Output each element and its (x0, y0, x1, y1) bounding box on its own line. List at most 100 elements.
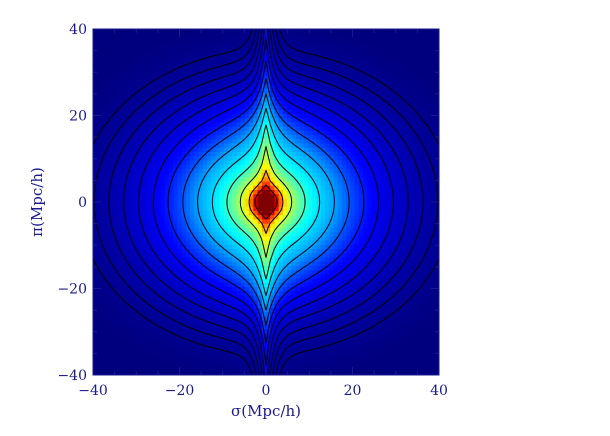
heatmap-cell (143, 227, 149, 233)
heatmap-cell (341, 256, 347, 262)
heatmap-cell (135, 164, 141, 169)
heatmap-cell (430, 142, 436, 148)
heatmap-cell (168, 202, 174, 207)
heatmap-cell (401, 286, 406, 292)
heatmap-cell (325, 362, 330, 368)
heatmap-cell (143, 349, 149, 355)
heatmap-cell (270, 235, 276, 241)
heatmap-cell (299, 214, 305, 220)
heatmap-cell (164, 303, 170, 309)
heatmap-cell (363, 214, 368, 220)
heatmap-cell (244, 341, 250, 347)
heatmap-cell (244, 244, 250, 250)
heatmap-cell (190, 185, 195, 190)
heatmap-cell (367, 130, 373, 136)
heatmap-cell (152, 134, 157, 140)
heatmap-cell (417, 273, 423, 279)
heatmap-cell (375, 341, 381, 347)
heatmap-cell (303, 366, 309, 372)
heatmap-cell (160, 130, 166, 136)
heatmap-cell (97, 117, 103, 123)
heatmap-cell (358, 164, 364, 169)
heatmap-cell (409, 320, 415, 325)
heatmap-cell (122, 286, 128, 292)
heatmap-cell (101, 151, 107, 157)
heatmap-cell (396, 256, 402, 262)
heatmap-cell (130, 117, 136, 123)
heatmap-cell (312, 185, 318, 190)
heatmap-cell (413, 147, 419, 152)
heatmap-cell (396, 155, 402, 161)
heatmap-cell (388, 193, 394, 199)
heatmap-cell (422, 239, 427, 245)
heatmap-cell (388, 223, 394, 228)
heatmap-cell (232, 320, 238, 325)
heatmap-cell (270, 117, 276, 123)
heatmap-cell (177, 193, 183, 199)
heatmap-cell (367, 197, 373, 203)
heatmap-cell (434, 332, 439, 338)
heatmap-cell (358, 256, 364, 262)
heatmap-cell (181, 353, 187, 359)
heatmap-cell (156, 248, 162, 254)
heatmap-cell (152, 256, 157, 262)
heatmap-cell (236, 353, 242, 359)
heatmap-cell (337, 142, 343, 148)
heatmap-cell (244, 185, 250, 190)
heatmap-cell (168, 210, 174, 216)
heatmap-cell (194, 328, 200, 334)
heatmap-cell (152, 121, 157, 127)
heatmap-cell (219, 168, 225, 174)
heatmap-cell (337, 341, 343, 347)
heatmap-cell (215, 197, 221, 203)
heatmap-cell (409, 248, 415, 254)
heatmap-cell (287, 324, 292, 330)
heatmap-cell (257, 214, 263, 220)
heatmap-cell (240, 239, 246, 245)
heatmap-cell (223, 315, 229, 321)
heatmap-cell (156, 197, 162, 203)
heatmap-cell (228, 168, 233, 174)
heatmap-cell (371, 341, 377, 347)
heatmap-cell (236, 261, 242, 266)
heatmap-cell (316, 252, 322, 258)
heatmap-cell (156, 159, 162, 165)
heatmap-cell (236, 252, 242, 258)
heatmap-cell (147, 117, 153, 123)
heatmap-cell (223, 147, 229, 152)
heatmap-cell (350, 227, 356, 233)
heatmap-cell (266, 180, 271, 186)
heatmap-cell (101, 290, 107, 296)
heatmap-cell (295, 349, 301, 355)
heatmap-cell (105, 261, 111, 266)
heatmap-cell (223, 138, 229, 144)
heatmap-cell (371, 273, 377, 279)
heatmap-cell (240, 231, 246, 237)
heatmap-cell (434, 155, 439, 161)
heatmap-cell (101, 294, 107, 300)
heatmap-cell (358, 176, 364, 182)
heatmap-cell (101, 121, 107, 127)
heatmap-cell (270, 172, 276, 178)
heatmap-cell (257, 159, 263, 165)
heatmap-cell (126, 252, 132, 258)
heatmap-cell (434, 235, 439, 241)
heatmap-cell (282, 185, 288, 190)
heatmap-cell (341, 218, 347, 224)
heatmap-cell (139, 337, 145, 342)
heatmap-cell (202, 261, 208, 266)
heatmap-cell (371, 366, 377, 372)
heatmap-cell (388, 248, 394, 254)
heatmap-cell (325, 151, 330, 157)
heatmap-cell (160, 252, 166, 258)
heatmap-cell (422, 193, 427, 199)
heatmap-cell (295, 164, 301, 169)
heatmap-cell (287, 303, 292, 309)
heatmap-cell (308, 273, 314, 279)
heatmap-cell (388, 353, 394, 359)
heatmap-cell (329, 353, 335, 359)
heatmap-cell (202, 290, 208, 296)
heatmap-cell (396, 248, 402, 254)
heatmap-cell (278, 214, 284, 220)
heatmap-cell (139, 202, 145, 207)
